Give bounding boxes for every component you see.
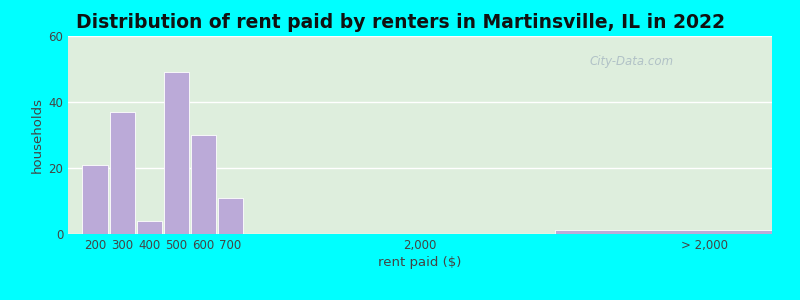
Text: Distribution of rent paid by renters in Martinsville, IL in 2022: Distribution of rent paid by renters in … xyxy=(75,14,725,32)
Bar xyxy=(137,221,162,234)
Text: City-Data.com: City-Data.com xyxy=(589,55,674,68)
Bar xyxy=(218,198,243,234)
Bar xyxy=(190,135,216,234)
Bar xyxy=(555,230,772,234)
X-axis label: rent paid ($): rent paid ($) xyxy=(378,256,462,269)
Bar xyxy=(164,72,189,234)
Bar xyxy=(110,112,134,234)
Bar xyxy=(82,165,108,234)
Y-axis label: households: households xyxy=(31,97,44,173)
